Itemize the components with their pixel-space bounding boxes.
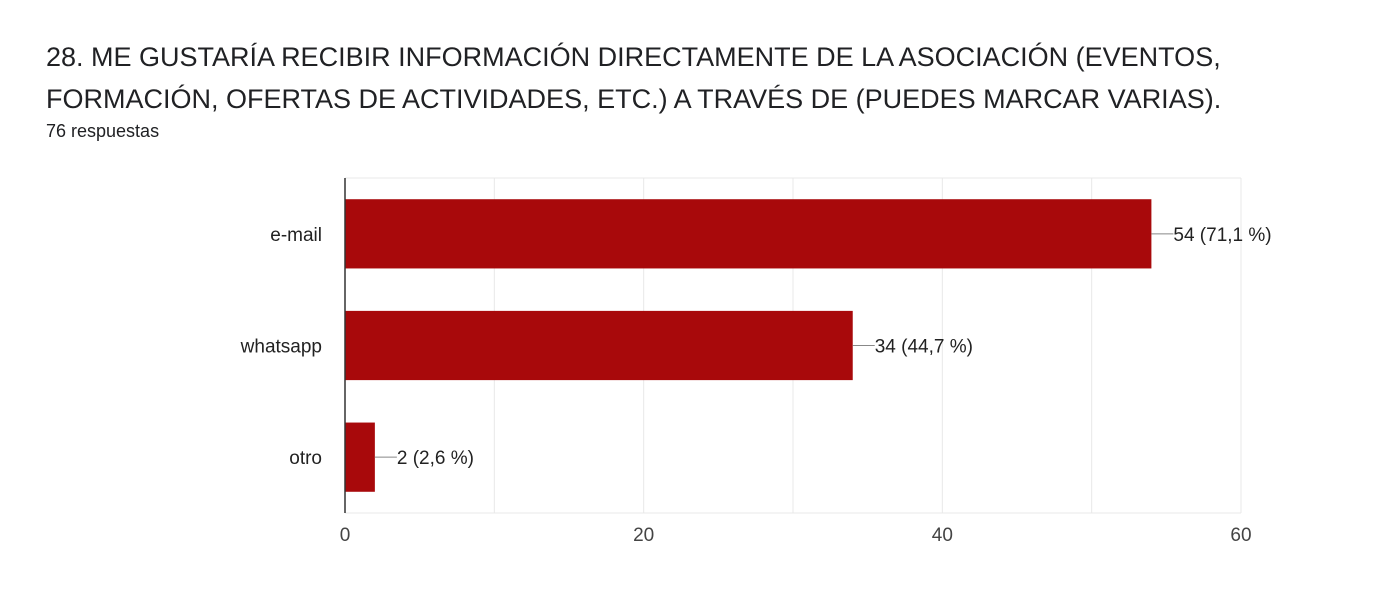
category-label: whatsapp: [240, 337, 322, 358]
bar-layer: [345, 199, 1152, 492]
label-layer: 0 20 40 60 e-mail 54 (71,1 %) whatsapp 34 (44,7…: [240, 178, 1272, 546]
data-label: 2 (2,6 %): [397, 448, 474, 469]
bar-whatsapp: [345, 310, 853, 381]
x-tick-label: 20: [633, 525, 654, 546]
chart-title: 28. ME GUSTARÍA RECIBIR INFORMACIÓN DIRE…: [46, 42, 1222, 114]
x-tick-label: 0: [340, 525, 351, 546]
data-label: 54 (71,1 %): [1173, 225, 1271, 246]
bar-e-mail: [345, 199, 1152, 269]
data-label: 34 (44,7 %): [875, 337, 973, 358]
category-label: e-mail: [270, 225, 322, 246]
x-tick-label: 40: [932, 525, 953, 546]
bar-otro: [345, 422, 375, 492]
x-tick-label: 60: [1230, 525, 1251, 546]
response-count: 76 respuestas: [46, 121, 160, 141]
category-label: otro: [289, 448, 322, 469]
